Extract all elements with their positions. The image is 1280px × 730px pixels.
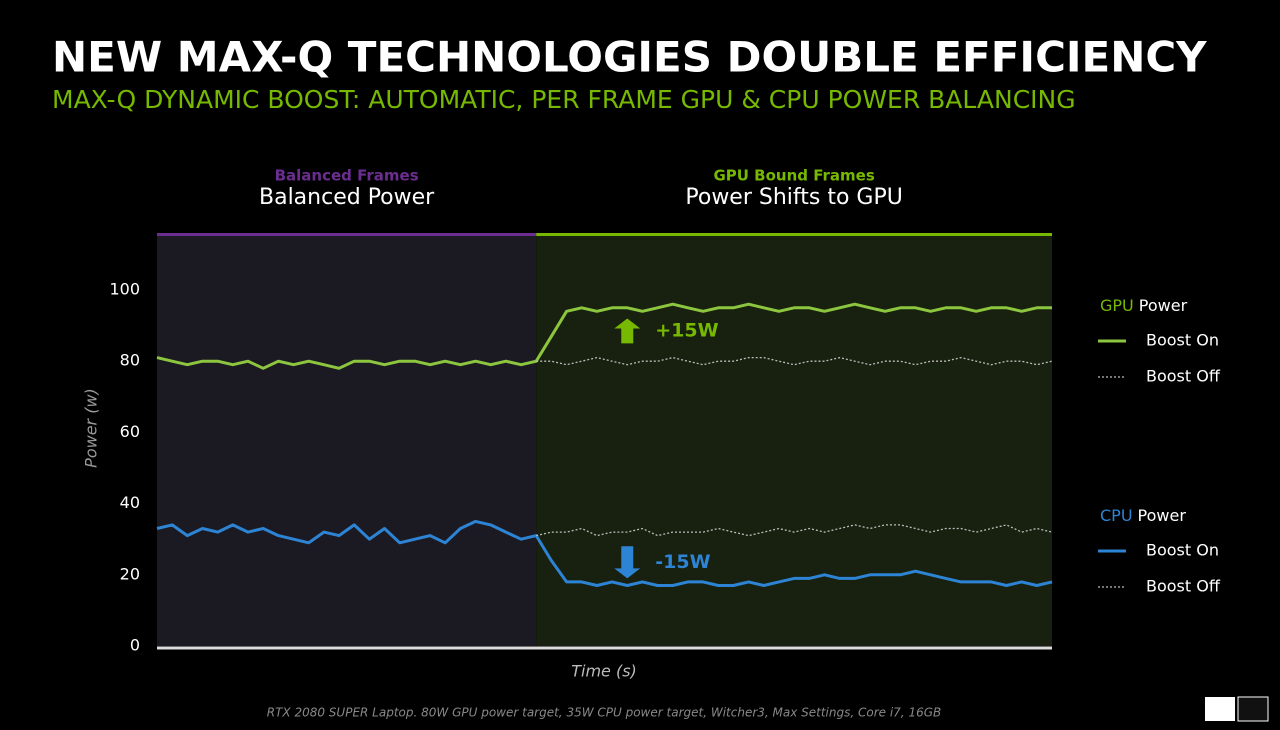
region-title: Power Shifts to GPU [685, 185, 902, 210]
legend-label: Boost On [1146, 541, 1219, 560]
region [157, 233, 537, 646]
legend-title: CPU Power [1100, 506, 1186, 525]
annotation: +15W [655, 319, 718, 341]
series-line [156, 302, 1052, 370]
legend-highlight: GPU [1100, 296, 1134, 315]
y-axis-label: Power (w) [82, 388, 101, 468]
region-label: Balanced Frames [275, 167, 419, 185]
subtitle: MAX-Q DYNAMIC BOOST: AUTOMATIC, PER FRAM… [52, 85, 1076, 114]
legend-title: GPU Power [1100, 296, 1188, 315]
y-tick-label: 80 [120, 351, 140, 370]
logo [1237, 696, 1269, 722]
arrow [614, 546, 641, 579]
x-axis-label: Time (s) [571, 662, 637, 681]
region-label: GPU Bound Frames [713, 167, 874, 185]
y-tick-label: 60 [120, 422, 140, 441]
y-tick-label: 100 [109, 279, 140, 298]
y-tick-label: 0 [130, 636, 140, 655]
title: NEW MAX-Q TECHNOLOGIES DOUBLE EFFICIENCY [52, 33, 1207, 82]
y-tick-label: 40 [120, 493, 140, 512]
annotation: -15W [655, 551, 710, 573]
series-line [536, 524, 1053, 537]
arrow [614, 318, 641, 344]
region-title: Balanced Power [259, 185, 435, 210]
legend-label: Boost On [1146, 331, 1219, 350]
footnote: RTX 2080 SUPER Laptop. 80W GPU power tar… [267, 706, 942, 720]
series-line [156, 519, 1053, 587]
legend-text: Power [1139, 296, 1188, 315]
region [536, 233, 1052, 646]
logo [1205, 697, 1235, 721]
legend-text: Power [1138, 506, 1187, 525]
legend-highlight: CPU [1100, 506, 1133, 525]
legend-label: Boost Off [1146, 367, 1221, 386]
y-tick-label: 20 [120, 564, 140, 583]
legend-label: Boost Off [1146, 577, 1221, 596]
